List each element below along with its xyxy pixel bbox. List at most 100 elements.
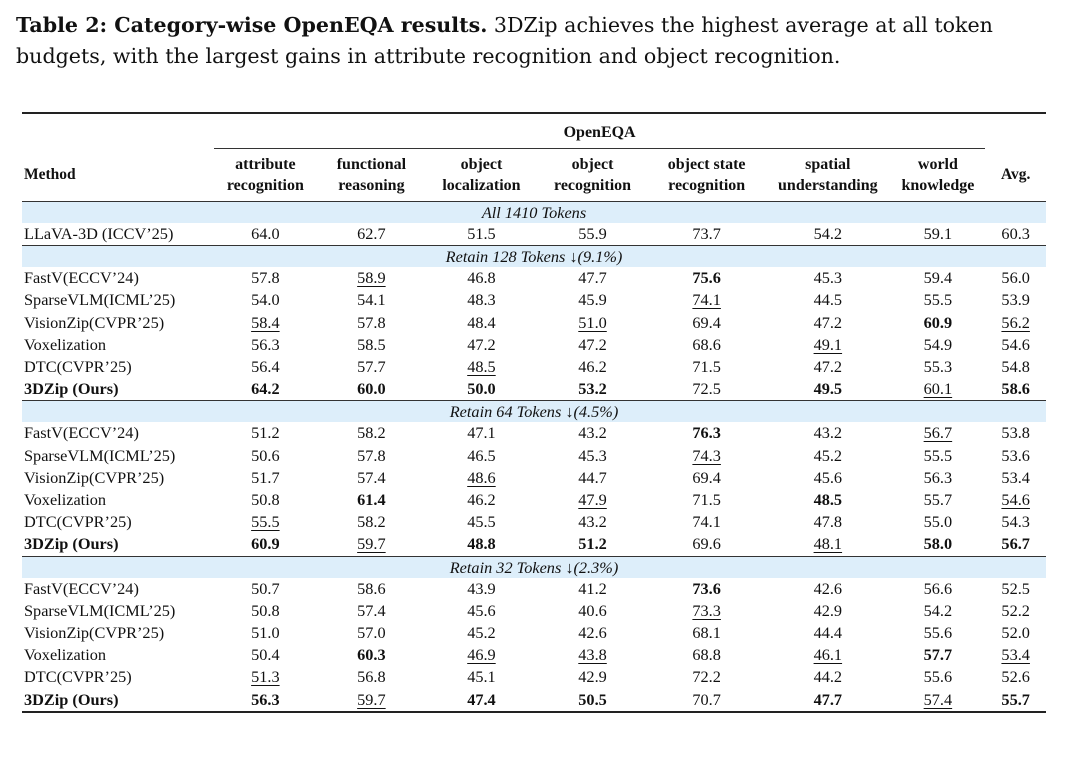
- value-text: 64.2: [251, 379, 280, 399]
- value-text: 47.2: [467, 334, 496, 354]
- value-text: 47.4: [467, 689, 496, 709]
- value-text: 58.6: [1001, 379, 1030, 399]
- table-caption: Table 2: Category-wise OpenEQA results. …: [16, 10, 1056, 72]
- value-text: 55.7: [923, 490, 953, 510]
- value-text: 51.0: [578, 312, 607, 332]
- column-header-line1: attribute: [235, 156, 296, 173]
- value-cell: 52.0: [985, 622, 1046, 644]
- value-cell: 54.0: [214, 289, 317, 311]
- section-header-row: Retain 32 Tokens ↓(2.3%): [22, 555, 1046, 578]
- value-cell: 60.9: [214, 533, 317, 556]
- value-cell: 54.3: [985, 511, 1046, 533]
- value-text: 45.2: [813, 445, 843, 465]
- value-cell: 51.3: [214, 666, 317, 688]
- value-cell: 49.5: [765, 378, 890, 401]
- value-cell: 70.7: [648, 688, 766, 713]
- value-cell: 59.7: [317, 533, 426, 556]
- value-cell: 60.9: [890, 312, 985, 334]
- value-text: 71.5: [692, 490, 721, 510]
- table-row: DTC(CVPR’25) 55.5 58.2 45.5 43.2 74.1 47.8 55.0…: [22, 511, 1046, 533]
- value-text: 60.3: [357, 645, 386, 665]
- value-cell: 45.3: [537, 445, 648, 467]
- method-cell: Voxelization: [24, 645, 106, 665]
- table-row: VisionZip(CVPR’25) 51.0 57.0 45.2 42.6 68.1 44…: [22, 622, 1046, 644]
- value-cell: 51.2: [537, 533, 648, 556]
- value-text: 57.0: [357, 623, 386, 643]
- section-title: Retain 64 Tokens ↓(4.5%): [22, 400, 1046, 423]
- value-cell: 50.4: [214, 644, 317, 666]
- method-cell: SparseVLM(ICML’25): [24, 445, 176, 465]
- value-text: 55.5: [251, 512, 280, 532]
- value-cell: 73.6: [648, 578, 765, 600]
- value-cell: 53.4: [985, 467, 1046, 489]
- value-text: 55.5: [923, 445, 953, 465]
- value-text: 61.4: [357, 490, 386, 510]
- header-spacer: [985, 112, 1046, 149]
- value-text: 57.8: [251, 268, 280, 288]
- column-header: spatial understanding: [765, 148, 891, 202]
- value-text: 57.8: [357, 445, 386, 465]
- value-cell: 47.7: [765, 688, 891, 713]
- value-cell: 56.3: [213, 688, 317, 713]
- value-text: 48.1: [813, 534, 843, 554]
- column-header: world knowledge: [890, 148, 986, 202]
- value-text: 47.7: [578, 268, 607, 288]
- value-cell: 44.4: [765, 622, 890, 644]
- value-text: 43.8: [578, 645, 607, 665]
- value-cell: 68.1: [648, 622, 765, 644]
- value-text: 73.7: [692, 224, 721, 243]
- value-cell: 46.1: [765, 644, 890, 666]
- value-text: 55.6: [923, 623, 953, 643]
- value-text: 59.4: [923, 268, 953, 288]
- table-row: SparseVLM(ICML’25) 50.8 57.4 45.6 40.6 73.3 42…: [22, 600, 1046, 622]
- value-text: 55.5: [923, 290, 953, 310]
- value-text: 46.5: [467, 445, 496, 465]
- value-text: 54.2: [923, 600, 953, 620]
- value-text: 47.7: [813, 689, 843, 709]
- value-text: 46.9: [467, 645, 496, 665]
- value-text: 53.4: [1001, 645, 1030, 665]
- header-row-group: OpenEQA: [22, 112, 1046, 149]
- value-cell: 58.2: [317, 422, 426, 444]
- value-cell: 57.7: [317, 356, 426, 378]
- method-cell: DTC(CVPR’25): [24, 667, 132, 687]
- value-text: 55.9: [578, 224, 607, 243]
- value-cell: 50.8: [214, 600, 317, 622]
- value-text: 52.2: [1001, 600, 1030, 620]
- value-text: 56.7: [1001, 534, 1030, 554]
- value-text: 51.5: [467, 224, 496, 243]
- value-cell: 47.9: [537, 489, 648, 511]
- value-cell: 54.2: [890, 600, 985, 622]
- value-text: 50.6: [251, 445, 280, 465]
- value-cell: 53.2: [537, 378, 648, 401]
- value-cell: 56.3: [214, 334, 317, 356]
- section-header-row: All 1410 Tokens: [22, 201, 1046, 223]
- table-row: VisionZip(CVPR’25) 58.4 57.8 48.4 51.0 69.4 47…: [22, 312, 1046, 334]
- value-cell: 68.8: [648, 644, 765, 666]
- value-text: 72.2: [692, 667, 721, 687]
- table-row: Voxelization 50.8 61.4 46.2 47.9 71.5 48.5 55.7…: [22, 489, 1046, 511]
- value-cell: 64.2: [214, 378, 317, 401]
- column-header-line1: object: [460, 156, 503, 173]
- value-text: 47.2: [578, 334, 607, 354]
- column-header-line2: localization: [442, 177, 521, 194]
- value-text: 54.3: [1001, 512, 1030, 532]
- value-text: 56.7: [923, 423, 953, 443]
- table-row: LLaVA-3D (ICCV’25) 64.0 62.7 51.5 55.9 73.7 54…: [22, 223, 1046, 246]
- value-text: 52.0: [1001, 623, 1030, 643]
- value-text: 44.5: [813, 290, 843, 310]
- value-cell: 56.6: [890, 578, 985, 600]
- value-text: 48.5: [467, 357, 496, 377]
- value-text: 50.4: [251, 645, 280, 665]
- value-cell: 42.9: [537, 666, 648, 688]
- value-cell: 74.3: [648, 445, 765, 467]
- value-cell: 47.2: [765, 312, 890, 334]
- value-cell: 57.8: [317, 312, 426, 334]
- value-cell: 49.1: [765, 334, 890, 356]
- table-body: All 1410 Tokens LLaVA-3D (ICCV’25) 64.0 62.…: [22, 201, 1046, 713]
- value-cell: 71.5: [648, 489, 765, 511]
- method-cell: SparseVLM(ICML’25): [24, 600, 176, 620]
- value-cell: 47.1: [426, 422, 537, 444]
- value-cell: 54.2: [765, 223, 890, 246]
- value-text: 55.6: [923, 667, 953, 687]
